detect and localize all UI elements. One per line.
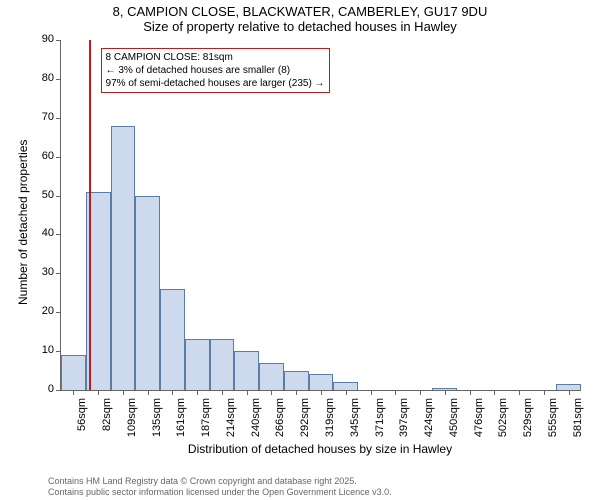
x-tick — [519, 390, 520, 395]
x-tick — [222, 390, 223, 395]
histogram-bar — [210, 339, 235, 390]
annotation-line: 8 CAMPION CLOSE: 81sqm — [106, 51, 325, 64]
x-tick — [346, 390, 347, 395]
x-tick-label: 161sqm — [175, 398, 187, 448]
y-tick-label: 0 — [30, 383, 54, 395]
chart-title-1: 8, CAMPION CLOSE, BLACKWATER, CAMBERLEY,… — [0, 0, 600, 19]
reference-line — [89, 40, 91, 390]
x-tick — [470, 390, 471, 395]
x-tick — [271, 390, 272, 395]
x-tick-label: 82sqm — [101, 398, 113, 448]
histogram-bar — [234, 351, 259, 390]
x-tick — [544, 390, 545, 395]
x-tick-label: 214sqm — [225, 398, 237, 448]
x-tick — [371, 390, 372, 395]
y-tick-label: 40 — [30, 227, 54, 239]
chart-container: 8, CAMPION CLOSE, BLACKWATER, CAMBERLEY,… — [0, 0, 600, 500]
y-tick — [56, 157, 61, 158]
y-axis-label: Number of detached properties — [16, 140, 30, 305]
x-tick — [98, 390, 99, 395]
y-tick — [56, 312, 61, 313]
histogram-bar — [284, 371, 309, 390]
footer-line-2: Contains public sector information licen… — [48, 487, 392, 497]
x-tick-label: 450sqm — [448, 398, 460, 448]
y-tick — [56, 234, 61, 235]
x-tick — [395, 390, 396, 395]
y-tick-label: 30 — [30, 266, 54, 278]
y-tick — [56, 79, 61, 80]
x-tick-label: 240sqm — [250, 398, 262, 448]
y-tick — [56, 273, 61, 274]
histogram-bar — [111, 126, 136, 390]
histogram-bar — [556, 384, 581, 390]
x-tick-label: 555sqm — [547, 398, 559, 448]
histogram-bar — [309, 374, 334, 390]
x-tick — [569, 390, 570, 395]
x-tick-label: 424sqm — [423, 398, 435, 448]
histogram-bar — [135, 196, 160, 390]
y-tick-label: 70 — [30, 111, 54, 123]
x-tick-label: 502sqm — [497, 398, 509, 448]
x-tick-label: 56sqm — [76, 398, 88, 448]
histogram-bar — [61, 355, 86, 390]
x-tick-label: 319sqm — [324, 398, 336, 448]
chart-title-2: Size of property relative to detached ho… — [0, 19, 600, 34]
y-tick — [56, 118, 61, 119]
x-tick-label: 476sqm — [473, 398, 485, 448]
x-tick-label: 187sqm — [200, 398, 212, 448]
x-tick — [321, 390, 322, 395]
x-tick — [296, 390, 297, 395]
x-tick — [247, 390, 248, 395]
x-tick-label: 109sqm — [126, 398, 138, 448]
x-tick-label: 345sqm — [349, 398, 361, 448]
x-tick-label: 135sqm — [151, 398, 163, 448]
histogram-bar — [185, 339, 210, 390]
x-tick — [148, 390, 149, 395]
x-tick — [494, 390, 495, 395]
x-tick-label: 266sqm — [274, 398, 286, 448]
histogram-bar — [333, 382, 358, 390]
histogram-bar — [160, 289, 185, 390]
y-tick-label: 90 — [30, 33, 54, 45]
y-tick — [56, 390, 61, 391]
x-tick-label: 292sqm — [299, 398, 311, 448]
x-tick — [73, 390, 74, 395]
annotation-box: 8 CAMPION CLOSE: 81sqm← 3% of detached h… — [101, 48, 330, 93]
x-tick — [420, 390, 421, 395]
y-tick-label: 10 — [30, 344, 54, 356]
x-tick-label: 371sqm — [374, 398, 386, 448]
y-tick-label: 80 — [30, 72, 54, 84]
x-tick — [123, 390, 124, 395]
x-tick — [197, 390, 198, 395]
y-tick-label: 50 — [30, 189, 54, 201]
x-tick-label: 581sqm — [572, 398, 584, 448]
plot-area: 8 CAMPION CLOSE: 81sqm← 3% of detached h… — [60, 40, 581, 391]
x-tick-label: 397sqm — [398, 398, 410, 448]
footer-line-1: Contains HM Land Registry data © Crown c… — [48, 476, 357, 486]
y-tick-label: 20 — [30, 305, 54, 317]
y-tick — [56, 351, 61, 352]
annotation-line: 97% of semi-detached houses are larger (… — [106, 77, 325, 90]
histogram-bar — [432, 388, 457, 390]
y-tick-label: 60 — [30, 150, 54, 162]
histogram-bar — [259, 363, 284, 390]
x-tick-label: 529sqm — [522, 398, 534, 448]
y-tick — [56, 40, 61, 41]
x-tick — [445, 390, 446, 395]
y-tick — [56, 196, 61, 197]
x-tick — [172, 390, 173, 395]
annotation-line: ← 3% of detached houses are smaller (8) — [106, 64, 325, 77]
